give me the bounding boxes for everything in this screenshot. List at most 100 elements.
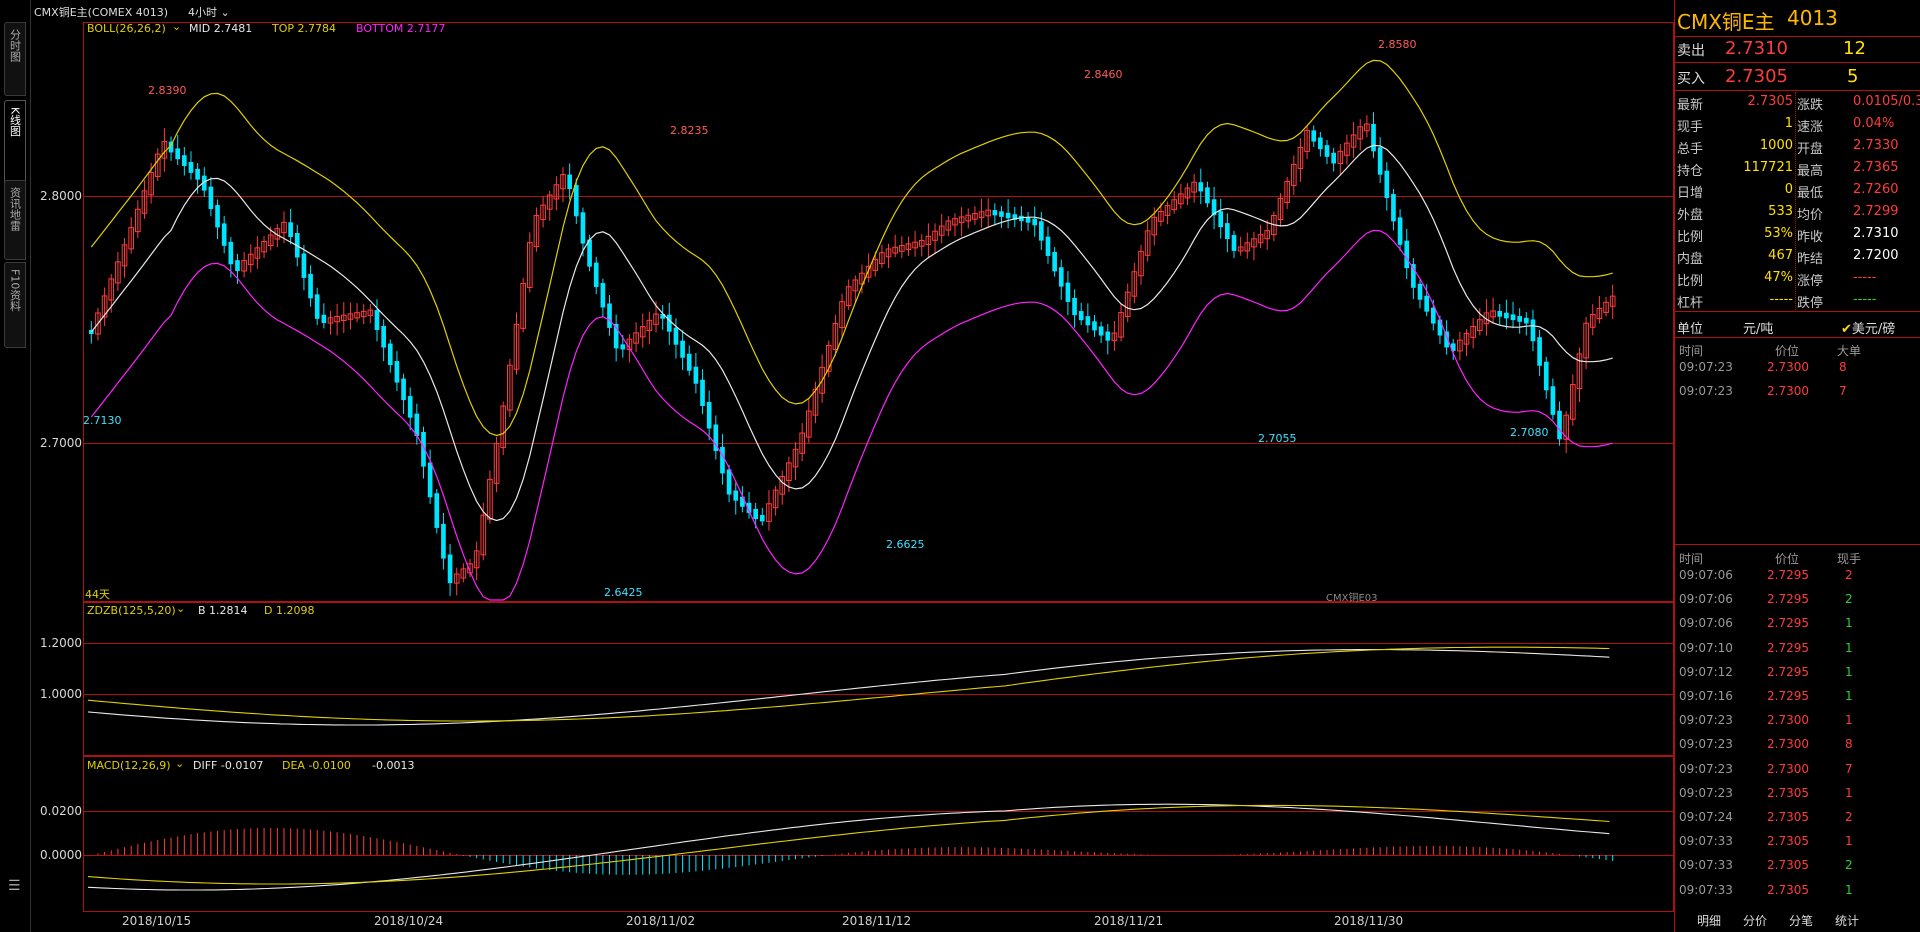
grid-line: [83, 811, 1674, 812]
candle: [965, 214, 972, 222]
left-tab-strip: 分时图 K线图 资讯地雷 F10资料 ☰: [0, 0, 31, 932]
kline-chart[interactable]: [0, 0, 1672, 932]
sell-price: 2.7310: [1725, 38, 1788, 59]
quote-panel: CMX铜E主 4013 卖出 2.7310 12 买入 2.7305 5 最新 2…: [1674, 0, 1920, 932]
candle: [839, 301, 845, 329]
candle: [347, 313, 354, 320]
candle: [845, 286, 852, 307]
candle: [607, 303, 612, 328]
candle: [427, 462, 433, 498]
high-annotation: 2.8235: [670, 124, 709, 137]
days-label: 44天: [85, 588, 110, 601]
candle: [693, 366, 699, 384]
candle: [301, 253, 307, 278]
candle: [646, 319, 653, 332]
menu-icon[interactable]: ☰: [8, 878, 21, 894]
stat-value: 2.7299: [1853, 204, 1899, 219]
tick-qty: 2: [1845, 592, 1853, 607]
tab-price-distribution[interactable]: 分价: [1743, 914, 1768, 928]
tab-detail[interactable]: 明细: [1697, 914, 1722, 928]
candle: [587, 239, 592, 267]
candle: [434, 493, 440, 528]
macd-diff: DIFF -0.0107: [193, 759, 264, 772]
x-tick: 2018/10/24: [374, 914, 444, 928]
candle: [540, 204, 546, 220]
candle: [95, 312, 101, 335]
grid-line: [83, 443, 1674, 444]
tab-f10[interactable]: F10资料: [4, 262, 26, 348]
period-dropdown[interactable]: 4小时 ⌄: [188, 4, 230, 20]
tab-statistics[interactable]: 统计: [1835, 914, 1860, 928]
tick-time: 09:07:33: [1679, 882, 1733, 897]
low-annotation: 2.7130: [83, 414, 122, 427]
candle: [1304, 129, 1310, 152]
currency-toggle[interactable]: ✔美元/磅: [1841, 318, 1895, 337]
stat-label: 涨跌: [1797, 98, 1824, 113]
candle: [1417, 283, 1423, 300]
candle: [958, 216, 965, 224]
zdzb-name[interactable]: ZDZB(125,5,20): [87, 604, 176, 617]
stat-value: -----: [1853, 292, 1877, 307]
candle: [660, 314, 665, 319]
candle: [340, 314, 347, 321]
candle: [228, 241, 234, 265]
candle: [1019, 215, 1024, 222]
candle: [978, 211, 985, 219]
candle: [1277, 197, 1284, 221]
candle: [733, 490, 739, 501]
zdzb-panel[interactable]: [83, 602, 1674, 756]
candle: [168, 141, 174, 153]
candle: [407, 396, 413, 418]
boll-top: TOP 2.7784: [272, 22, 336, 35]
tick-time: 09:07:10: [1679, 640, 1733, 655]
boll-mid: MID 2.7481: [189, 22, 253, 35]
candle: [819, 366, 825, 394]
candle: [580, 212, 586, 244]
candle: [1092, 321, 1097, 331]
candle: [1470, 326, 1476, 338]
candle: [507, 364, 513, 411]
candle: [992, 210, 998, 216]
candle: [108, 278, 115, 301]
macd-name[interactable]: MACD(12,26,9): [87, 759, 171, 772]
tick-qty: 1: [1845, 785, 1853, 800]
candle: [1171, 199, 1178, 211]
zdzb-b: B 1.2814: [198, 604, 248, 617]
watermark: CMX铜E03: [1326, 593, 1378, 604]
stat-label: 昨收: [1797, 230, 1824, 245]
candle: [520, 282, 526, 329]
candle: [812, 388, 819, 416]
tab-ticks[interactable]: 分笔: [1789, 914, 1814, 928]
candle: [208, 186, 214, 210]
candle: [666, 314, 672, 332]
tick-time: 09:07:24: [1679, 810, 1733, 824]
candle: [1118, 312, 1124, 338]
tick-price: 2.7300: [1767, 713, 1809, 728]
candle: [865, 265, 872, 278]
tick-qty: 2: [1845, 858, 1853, 873]
candle: [779, 476, 786, 495]
tab-intraday-label: 分时图: [8, 29, 22, 62]
candle: [381, 326, 386, 348]
candle: [533, 214, 540, 248]
tick-qty: 2: [1845, 810, 1853, 824]
tab-intraday[interactable]: 分时图: [4, 22, 26, 96]
candle: [1311, 130, 1317, 142]
x-tick: 2018/11/30: [1334, 914, 1404, 928]
candle: [892, 246, 899, 254]
tab-news[interactable]: 资讯地雷: [4, 180, 26, 260]
candle: [985, 209, 992, 217]
low-annotation: 2.6625: [886, 538, 925, 551]
main-panel[interactable]: [83, 22, 1674, 602]
candle: [1144, 230, 1151, 256]
candle: [700, 379, 705, 406]
macd-panel[interactable]: [83, 756, 1674, 912]
big-order-price: 2.7300: [1767, 384, 1809, 398]
boll-name[interactable]: BOLL(26,26,2): [87, 22, 166, 35]
low-annotation: 2.7080: [1510, 426, 1549, 439]
candle: [1550, 386, 1556, 415]
candle: [1476, 319, 1483, 332]
candle: [1463, 332, 1470, 345]
tick-time: 09:07:12: [1679, 664, 1733, 679]
candle: [805, 410, 812, 438]
